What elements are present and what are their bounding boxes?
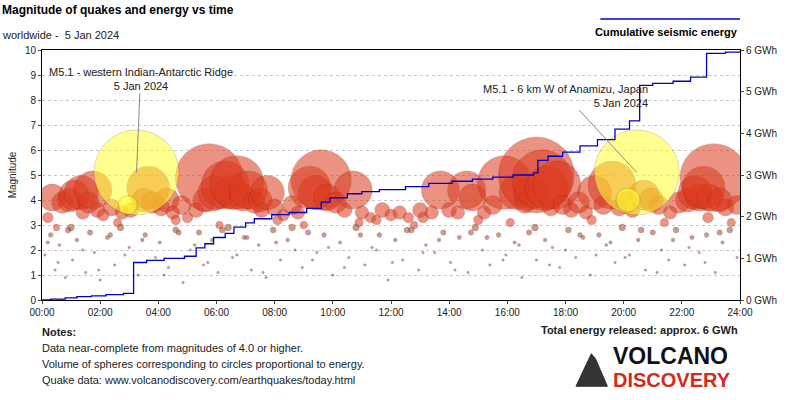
svg-text:Magnitude of quakes and energy: Magnitude of quakes and energy vs time	[2, 3, 234, 17]
svg-text:5: 5	[30, 170, 36, 181]
svg-text:Total energy released: approx.: Total energy released: approx. 6 GWh	[541, 324, 738, 336]
svg-text:Volume of spheres correspondin: Volume of spheres corresponding to circl…	[42, 358, 365, 370]
svg-text:5 GWh: 5 GWh	[746, 86, 777, 97]
svg-text:2 GWh: 2 GWh	[746, 211, 777, 222]
svg-text:3 GWh: 3 GWh	[746, 170, 777, 181]
svg-text:Data near-complete from magnit: Data near-complete from magnitudes of 4.…	[42, 342, 303, 354]
svg-text:2: 2	[30, 245, 36, 256]
svg-text:0: 0	[30, 295, 36, 306]
svg-text:02:00: 02:00	[88, 307, 113, 318]
svg-text:22:00: 22:00	[669, 307, 694, 318]
svg-text:20:00: 20:00	[611, 307, 636, 318]
svg-text:9: 9	[30, 70, 36, 81]
svg-text:04:00: 04:00	[146, 307, 171, 318]
svg-text:8: 8	[30, 95, 36, 106]
svg-text:16:00: 16:00	[495, 307, 520, 318]
svg-text:4 GWh: 4 GWh	[746, 128, 777, 139]
svg-text:12:00: 12:00	[378, 307, 403, 318]
svg-text:10: 10	[25, 45, 37, 56]
svg-text:7: 7	[30, 120, 36, 131]
svg-text:6 GWh: 6 GWh	[746, 45, 777, 56]
svg-text:Cumulative seismic energy: Cumulative seismic energy	[595, 26, 738, 38]
svg-text:00:00: 00:00	[29, 307, 54, 318]
svg-text:14:00: 14:00	[437, 307, 462, 318]
svg-text:M5.1 - 6 km W of Anamizu, Japa: M5.1 - 6 km W of Anamizu, Japan5 Jan 202…	[483, 83, 648, 109]
svg-text:3: 3	[30, 220, 36, 231]
svg-text:1 GWh: 1 GWh	[746, 253, 777, 264]
svg-text:DISCOVERY: DISCOVERY	[613, 369, 731, 391]
svg-text:4: 4	[30, 195, 36, 206]
svg-text:Magnitude: Magnitude	[7, 151, 18, 198]
svg-text:08:00: 08:00	[262, 307, 287, 318]
svg-text:Notes:: Notes:	[42, 326, 76, 338]
svg-text:worldwide - 5 Jan 2024: worldwide - 5 Jan 2024	[2, 29, 119, 41]
svg-text:10:00: 10:00	[320, 307, 345, 318]
svg-text:18:00: 18:00	[553, 307, 578, 318]
svg-text:Quake data: www.volcanodiscove: Quake data: www.volcanodiscovery.com/ear…	[42, 374, 355, 386]
svg-text:06:00: 06:00	[204, 307, 229, 318]
svg-text:0 GWh: 0 GWh	[746, 295, 777, 306]
svg-text:M5.1 - western Indian-Antarcti: M5.1 - western Indian-Antarctic Ridge5 J…	[49, 66, 233, 92]
svg-text:24:00: 24:00	[727, 307, 752, 318]
svg-text:VOLCANO: VOLCANO	[613, 343, 728, 369]
svg-text:1: 1	[30, 270, 36, 281]
svg-text:6: 6	[30, 145, 36, 156]
